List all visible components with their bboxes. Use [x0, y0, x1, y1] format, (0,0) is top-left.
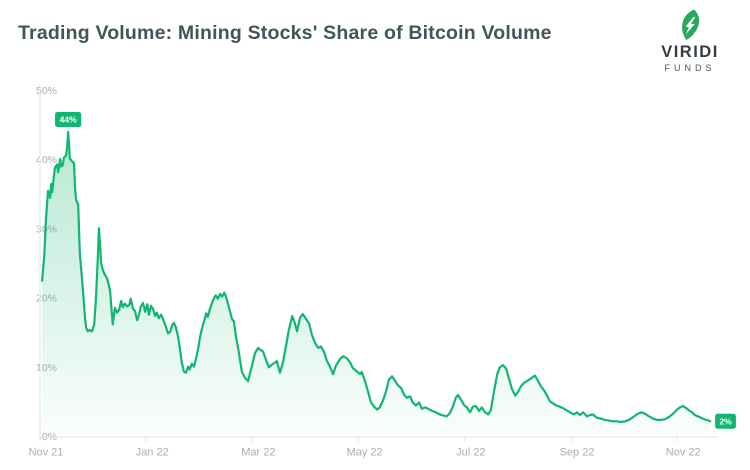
x-axis-label: Nov 21	[29, 447, 64, 459]
x-axis-label: Jan 22	[136, 447, 169, 459]
peak-badge: 44%	[55, 112, 82, 128]
logo-subtitle: FUNDS	[664, 63, 716, 73]
peak-badge-box	[55, 112, 82, 128]
end-badge-label: 2%	[719, 416, 732, 426]
page-title: Trading Volume: Mining Stocks' Share of …	[18, 22, 552, 44]
logo-name: VIRIDI	[661, 43, 719, 61]
end-badge-box	[715, 413, 736, 429]
viridi-logo: VIRIDI FUNDS	[644, 8, 736, 73]
x-axis-label: May 22	[347, 447, 383, 459]
y-axis-label: 40%	[36, 154, 57, 166]
end-badge: 2%	[715, 413, 736, 429]
x-axis-label: Nov 22	[666, 447, 701, 459]
x-axis-label: Sep 22	[560, 447, 595, 459]
leaf-bolt-icon	[682, 9, 700, 41]
line-series	[41, 130, 712, 424]
x-axis-label: Mar 22	[241, 447, 275, 459]
y-axis-label: 50%	[36, 85, 57, 97]
x-axis-label: Jul 22	[456, 447, 485, 459]
peak-badge-label: 44%	[60, 115, 77, 125]
area-series	[42, 132, 711, 437]
